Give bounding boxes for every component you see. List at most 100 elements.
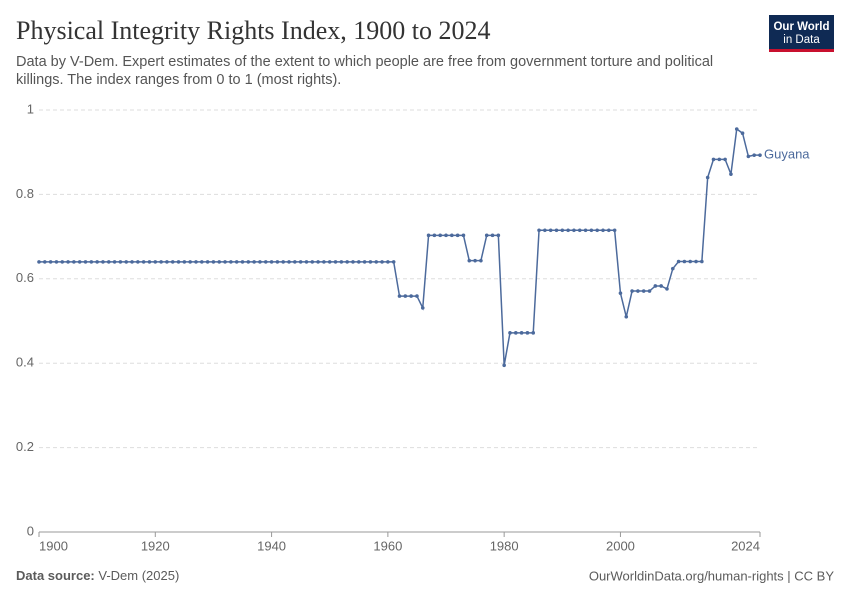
data-point: [136, 260, 140, 264]
logo-text: Our World: [773, 21, 829, 33]
data-point: [362, 260, 367, 264]
logo-stripe: [769, 49, 834, 52]
data-point: [723, 157, 727, 162]
data-point: [194, 260, 198, 264]
logo-text: in Data: [783, 34, 820, 46]
data-point: [345, 260, 349, 264]
data-point: [316, 260, 320, 264]
data-point: [124, 260, 129, 264]
data-point: [641, 289, 646, 293]
data-point: [746, 154, 751, 159]
data-point: [66, 260, 70, 264]
data-point: [752, 153, 756, 157]
data-point: [676, 259, 681, 264]
data-point: [432, 233, 437, 238]
data-point: [583, 228, 588, 233]
data-point: [397, 294, 402, 298]
data-point: [246, 260, 251, 264]
data-point: [188, 260, 192, 264]
data-point: [438, 233, 443, 238]
data-point: [141, 260, 146, 264]
data-point: [211, 260, 216, 264]
data-point: [607, 228, 611, 233]
y-tick-label: 0.4: [16, 355, 34, 370]
data-point: [682, 259, 687, 264]
x-tick-label: 1980: [490, 538, 519, 553]
y-tick-label: 0: [27, 523, 34, 538]
data-point: [694, 259, 698, 264]
data-point: [420, 306, 425, 310]
chart-title: Physical Integrity Rights Index, 1900 to…: [16, 16, 490, 45]
subtitle: Data by V-Dem. Expert estimates of the e…: [16, 54, 713, 70]
data-point: [77, 260, 82, 264]
y-tick-label: 1: [27, 101, 34, 116]
data-point: [368, 260, 373, 264]
data-point: [758, 153, 762, 157]
data-point: [170, 260, 175, 264]
source-label: Data source:: [16, 568, 95, 583]
x-tick-label: 2000: [606, 538, 635, 553]
x-tick-label: 1960: [373, 538, 402, 553]
data-point: [577, 228, 582, 233]
logo[interactable]: [769, 15, 834, 52]
data-point: [461, 233, 466, 238]
data-point: [612, 228, 617, 233]
data-point: [351, 260, 355, 264]
data-point: [508, 331, 512, 335]
source: Data source: V-Dem (2025): [16, 568, 179, 583]
data-point: [269, 260, 274, 264]
data-point: [705, 175, 710, 180]
data-point: [467, 258, 472, 263]
data-point: [310, 260, 315, 264]
data-point: [263, 260, 268, 264]
data-point: [83, 260, 88, 264]
data-point: [653, 284, 658, 288]
data-point: [153, 260, 158, 264]
y-tick-label: 0.2: [16, 439, 34, 454]
x-tick-label: 1940: [257, 538, 286, 553]
data-point: [548, 228, 553, 233]
data-point: [409, 294, 413, 298]
data-point: [159, 260, 163, 264]
data-point: [554, 228, 559, 233]
data-point: [118, 260, 123, 264]
data-point: [176, 260, 181, 264]
data-point: [217, 260, 222, 264]
data-point: [229, 260, 233, 264]
data-point: [60, 260, 65, 264]
series-label: Guyana: [764, 147, 810, 162]
data-point: [740, 131, 745, 136]
source-text[interactable]: V-Dem (2025): [98, 568, 179, 583]
data-point: [298, 260, 303, 264]
data-point: [89, 260, 94, 264]
y-tick-label: 0.8: [16, 186, 34, 201]
data-point: [659, 284, 663, 288]
data-point: [450, 233, 454, 238]
data-point: [734, 127, 739, 131]
data-point: [711, 157, 716, 162]
data-point: [165, 260, 169, 264]
data-point: [386, 260, 390, 264]
data-point: [618, 291, 623, 295]
data-point: [636, 289, 640, 293]
data-point: [322, 260, 326, 264]
data-point: [391, 260, 396, 264]
data-point: [37, 260, 41, 264]
data-point: [182, 260, 187, 264]
data-point: [560, 228, 565, 233]
plot-area: 0 0.2 0.4 0.6 0.8 1 1900 1920 1940 1960 1980 2000 20…: [16, 101, 810, 553]
data-point: [630, 289, 634, 293]
data-point: [234, 260, 239, 264]
data-point: [380, 260, 384, 264]
data-point: [374, 260, 379, 264]
data-point: [293, 260, 297, 264]
data-point: [72, 260, 76, 264]
y-tick-label: 0.6: [16, 270, 34, 285]
data-point: [490, 233, 495, 238]
data-point: [496, 233, 501, 238]
data-point: [729, 172, 733, 176]
footer[interactable]: OurWorldinData.org/human-rights | CC BY: [589, 568, 835, 583]
data-point: [647, 289, 652, 293]
data-point: [205, 260, 210, 264]
data-point: [101, 260, 105, 264]
